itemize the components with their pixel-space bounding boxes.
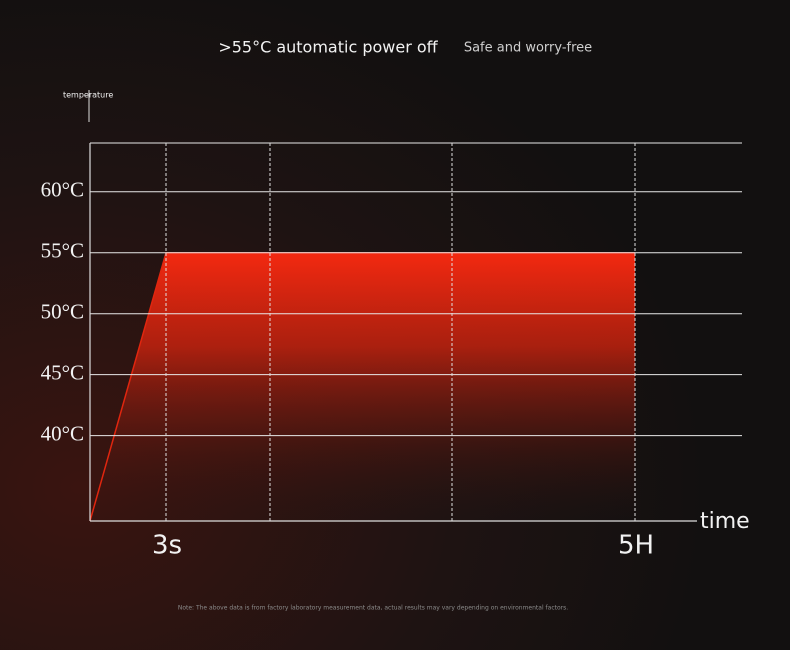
y-tick-label: 50°C [41, 300, 84, 324]
y-tick-label: 55°C [41, 239, 84, 263]
area [90, 252, 635, 521]
y-tick-label: 45°C [41, 360, 84, 384]
x-tick-label: 5H [618, 531, 654, 561]
x-axis-label: time [700, 509, 750, 534]
x-tick-label: 3s [152, 531, 182, 561]
y-axis-label: temperature [63, 91, 113, 100]
footnote: Note: The above data is from factory lab… [178, 605, 568, 612]
chart-title: >55°C automatic power off [218, 38, 438, 57]
y-tick-label: 40°C [41, 421, 84, 445]
chart-subtitle: Safe and worry-free [464, 41, 592, 56]
y-tick-label: 60°C [41, 178, 84, 202]
